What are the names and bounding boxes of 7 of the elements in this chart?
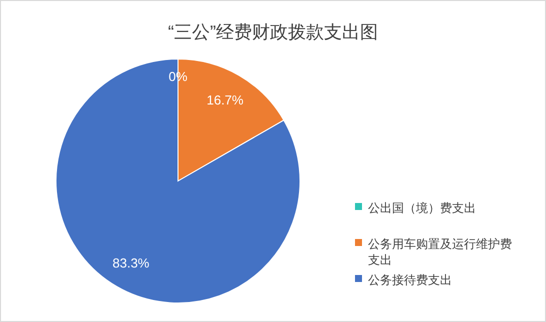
- legend-label: 公务接待费支出: [368, 273, 452, 287]
- legend-label: 公务用车购置及运行维护费支出: [368, 237, 512, 267]
- legend-label: 公出国（境）费支出: [368, 201, 476, 215]
- chart-title: “三公”经费财政拨款支出图: [168, 22, 378, 42]
- data-label: 16.7%: [206, 92, 244, 108]
- text: 0%: [168, 69, 188, 84]
- data-label: 83.3%: [112, 255, 150, 270]
